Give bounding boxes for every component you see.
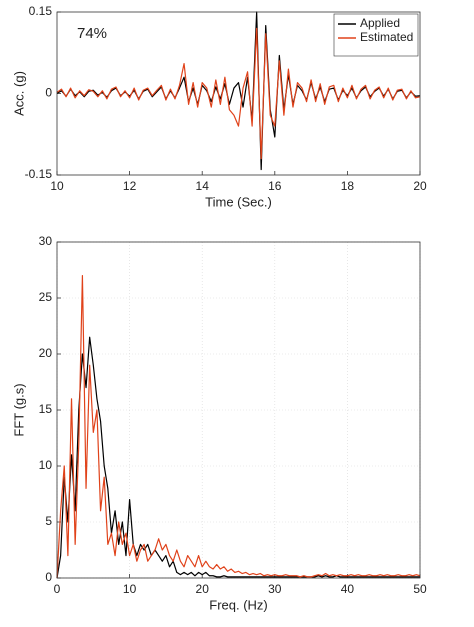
x-tick-label: 40	[341, 582, 355, 596]
y-tick-label: 0	[45, 570, 52, 584]
x-axis-label: Time (Sec.)	[205, 194, 272, 209]
x-tick-label: 0	[54, 582, 61, 596]
series-line	[56, 275, 421, 579]
legend-box	[333, 13, 419, 57]
legend-label: Applied	[360, 16, 400, 30]
y-tick-label: 15	[39, 402, 53, 416]
x-tick-label: 12	[123, 179, 137, 193]
x-tick-label: 10	[50, 179, 64, 193]
axes-box	[56, 11, 421, 176]
x-axis-label: Freq. (Hz)	[209, 597, 268, 612]
y-axis-label: FFT (g.s)	[11, 383, 26, 436]
legend-label: Estimated	[360, 30, 413, 44]
annotation: 74%	[77, 25, 107, 42]
x-tick-label: 18	[341, 179, 355, 193]
x-tick-label: 16	[268, 179, 282, 193]
y-tick-label: 20	[39, 346, 53, 360]
series-line	[56, 336, 420, 579]
series-line	[56, 27, 421, 160]
y-tick-label: 5	[45, 514, 52, 528]
x-tick-label: 14	[196, 179, 210, 193]
x-tick-label: 30	[268, 582, 282, 596]
y-tick-label: 30	[39, 234, 53, 248]
y-tick-label: 25	[39, 290, 53, 304]
y-axis-label: Acc. (g)	[11, 71, 26, 116]
axes-box	[56, 241, 421, 579]
y-tick-label: 0.15	[29, 4, 53, 18]
x-tick-label: 10	[123, 582, 137, 596]
x-tick-label: 20	[196, 582, 210, 596]
y-tick-label: 0	[45, 86, 52, 100]
x-tick-label: 20	[413, 179, 427, 193]
y-tick-label: 10	[39, 458, 53, 472]
x-tick-label: 50	[413, 582, 427, 596]
y-tick-label: -0.15	[25, 167, 53, 181]
